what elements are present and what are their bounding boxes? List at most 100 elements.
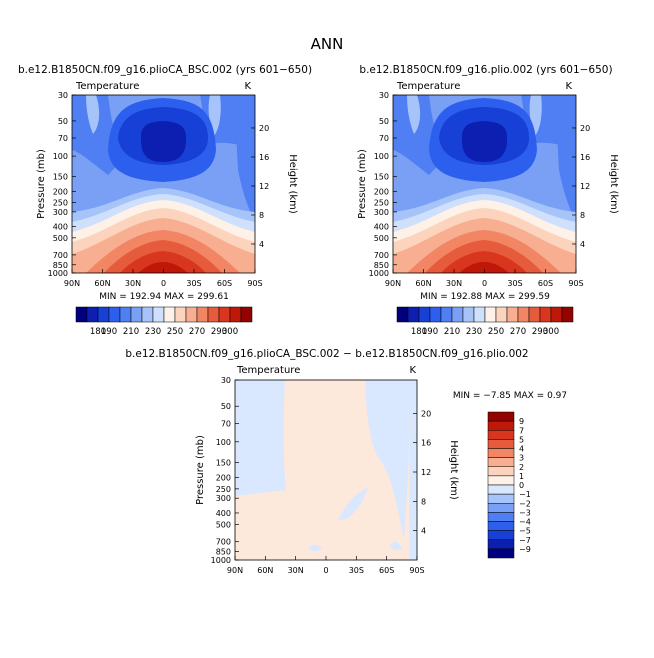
colorbar-box bbox=[396, 306, 409, 323]
panel-top-left: Temperature K Pressure (mb) Height (km) … bbox=[36, 81, 298, 302]
x-tick-label: 0 bbox=[161, 279, 166, 288]
top-right-label: K bbox=[409, 365, 416, 376]
colorbar-box bbox=[97, 306, 110, 323]
x-tick-label: 60N bbox=[94, 279, 110, 288]
colorbar-box bbox=[487, 530, 515, 540]
colorbar-label: −1 bbox=[519, 490, 531, 499]
colorbar-box bbox=[484, 306, 497, 323]
colorbar-label: 300 bbox=[543, 327, 559, 337]
y2-tick-label: 8 bbox=[580, 211, 585, 220]
y-tick-label: 850 bbox=[53, 261, 68, 270]
y2-tick-label: 4 bbox=[259, 240, 264, 249]
colorbar-label: 270 bbox=[189, 327, 205, 337]
x-tick-label: 30S bbox=[349, 566, 364, 575]
y-tick-label: 500 bbox=[216, 520, 231, 529]
colorbar-box bbox=[539, 306, 552, 323]
y-tick-label: 300 bbox=[374, 208, 389, 217]
x-tick-label: 30S bbox=[507, 279, 522, 288]
figure-title: ANN bbox=[311, 35, 344, 53]
colorbar-label: 0 bbox=[519, 481, 524, 490]
colorbar-label: −2 bbox=[519, 499, 531, 508]
top-left-label: Temperature bbox=[236, 365, 300, 376]
y-tick-label: 70 bbox=[221, 419, 231, 428]
colorbar-label: −9 bbox=[519, 545, 531, 554]
colorbar-label: 5 bbox=[519, 435, 524, 444]
x-tick-label: 30S bbox=[186, 279, 201, 288]
y-tick-label: 50 bbox=[58, 117, 68, 126]
diff-panel-title: b.e12.B1850CN.f09_g16.plioCA_BSC.002 − b… bbox=[125, 348, 528, 360]
temperature-field-right bbox=[393, 95, 576, 273]
colorbar-box bbox=[487, 539, 515, 550]
y-axis-label: Pressure (mb) bbox=[357, 149, 368, 219]
y-tick-label: 700 bbox=[374, 251, 389, 260]
colorbar-label: 250 bbox=[167, 327, 183, 337]
colorbar-label: 4 bbox=[519, 445, 524, 454]
y2-axis-label: Height (km) bbox=[287, 154, 298, 214]
colorbar-box bbox=[407, 306, 420, 323]
y-tick-label: 700 bbox=[216, 538, 231, 547]
colorbar-label: 7 bbox=[519, 426, 524, 435]
y-tick-label: 30 bbox=[58, 91, 68, 100]
x-tick-label: 90N bbox=[227, 566, 243, 575]
top-left-label: Temperature bbox=[75, 81, 139, 92]
x-tick-label: 90S bbox=[247, 279, 262, 288]
colorbar-box bbox=[152, 306, 165, 323]
colorbar-box bbox=[487, 420, 515, 431]
y-tick-label: 100 bbox=[216, 438, 231, 447]
y-tick-label: 150 bbox=[216, 459, 231, 468]
y2-tick-label: 20 bbox=[580, 124, 590, 133]
colorbar-box bbox=[528, 306, 541, 323]
x-tick-label: 90N bbox=[64, 279, 80, 288]
y-tick-label: 700 bbox=[53, 251, 68, 260]
colorbar-label: 2 bbox=[519, 463, 524, 472]
colorbar-box bbox=[185, 306, 198, 323]
min-max-label: MIN = 192.94 MAX = 299.61 bbox=[99, 292, 229, 302]
x-tick-label: 90S bbox=[409, 566, 424, 575]
colorbar-label: 250 bbox=[488, 327, 504, 337]
colorbar-label: 230 bbox=[466, 327, 482, 337]
colorbar-box bbox=[473, 306, 486, 323]
difference-field bbox=[235, 380, 417, 560]
y-tick-label: 1000 bbox=[48, 269, 68, 278]
y-tick-label: 1000 bbox=[211, 556, 231, 565]
colorbar-label: 290 bbox=[532, 327, 548, 337]
colorbar-label: −3 bbox=[519, 508, 531, 517]
colorbar-box bbox=[119, 306, 132, 323]
colorbar-box bbox=[141, 306, 154, 323]
y-tick-label: 70 bbox=[379, 134, 389, 143]
colorbar-box bbox=[174, 306, 187, 323]
colorbar-box bbox=[418, 306, 431, 323]
y-axis-label: Pressure (mb) bbox=[195, 435, 206, 505]
y-tick-label: 100 bbox=[374, 152, 389, 161]
y2-axis-label: Height (km) bbox=[448, 440, 459, 500]
colorbar-box bbox=[487, 430, 515, 440]
y-tick-label: 250 bbox=[374, 199, 389, 208]
colorbar-box bbox=[487, 457, 515, 467]
y2-tick-label: 16 bbox=[259, 153, 269, 162]
colorbar-box bbox=[196, 306, 209, 323]
colorbar-box bbox=[487, 475, 515, 486]
y2-axis-label: Height (km) bbox=[608, 154, 619, 214]
y-tick-label: 200 bbox=[53, 187, 68, 196]
y-tick-label: 200 bbox=[216, 473, 231, 482]
panel-top-right: Temperature K Pressure (mb) Height (km) … bbox=[357, 81, 619, 302]
x-tick-label: 30N bbox=[288, 566, 304, 575]
colorbar-label: 180 bbox=[411, 327, 427, 337]
panel-title-left: b.e12.B1850CN.f09_g16.plioCA_BSC.002 (yr… bbox=[18, 64, 312, 76]
top-left-label: Temperature bbox=[396, 81, 460, 92]
colorbar-label: 3 bbox=[519, 454, 524, 463]
colorbar-label: 300 bbox=[222, 327, 238, 337]
colorbar-label: 1 bbox=[519, 472, 524, 481]
colorbar-box bbox=[487, 448, 515, 458]
colorbar-label: 210 bbox=[444, 327, 460, 337]
y-tick-label: 500 bbox=[374, 234, 389, 243]
x-tick-label: 60N bbox=[415, 279, 431, 288]
panel-difference: Temperature K Pressure (mb) Height (km) … bbox=[195, 365, 567, 575]
y2-tick-label: 12 bbox=[259, 182, 269, 191]
colorbar-label: 290 bbox=[211, 327, 227, 337]
x-tick-label: 60S bbox=[217, 279, 232, 288]
colorbar-box bbox=[487, 411, 515, 422]
colorbar-box bbox=[451, 306, 464, 323]
colorbar-box bbox=[487, 484, 515, 495]
